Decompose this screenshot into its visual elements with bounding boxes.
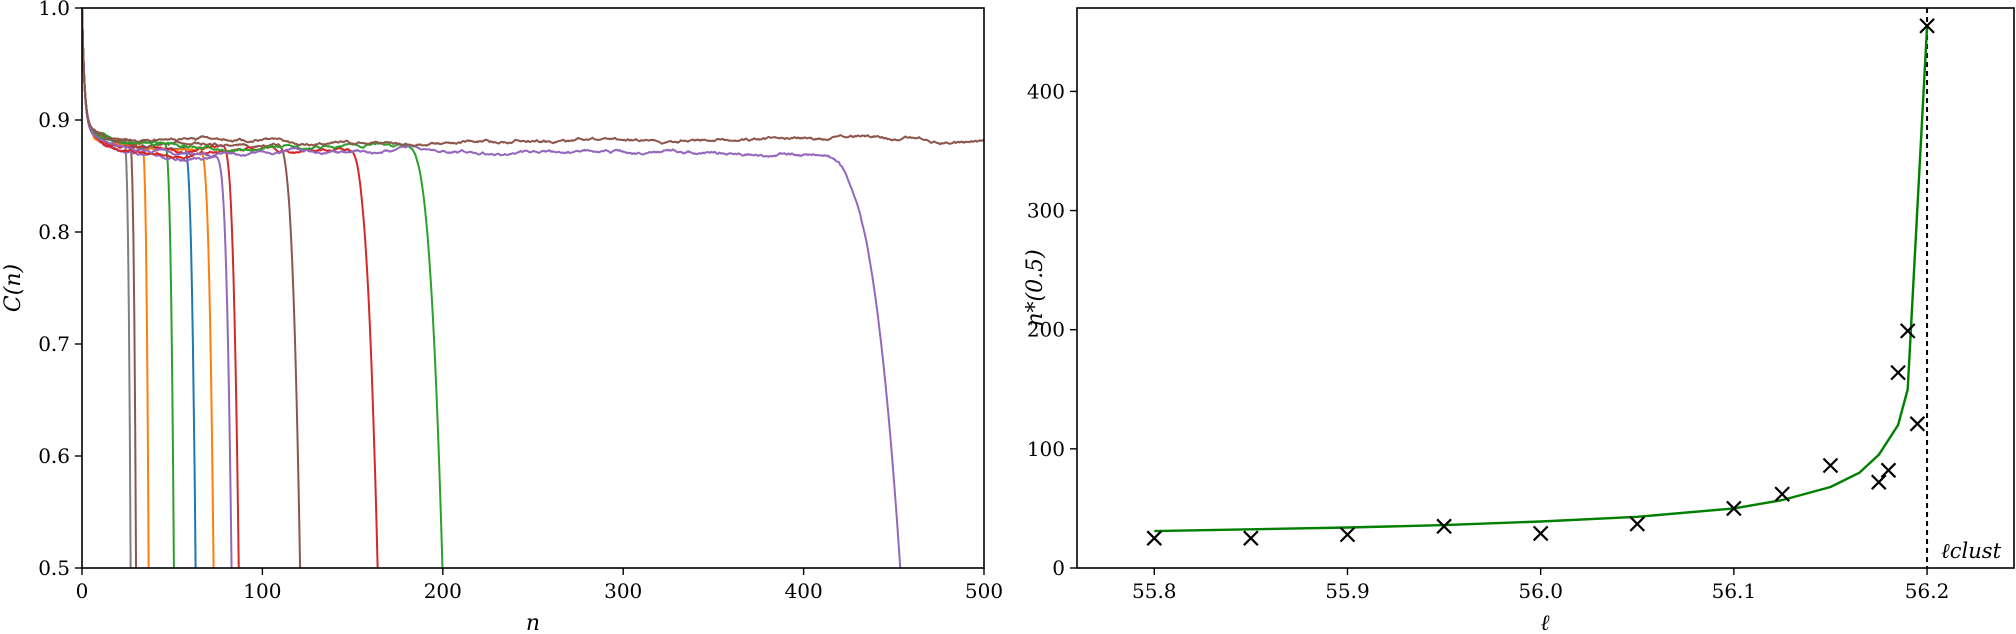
left-y-tick-label: 0.6 bbox=[38, 444, 70, 468]
series-line bbox=[82, 8, 132, 568]
series-line bbox=[82, 8, 240, 568]
scatter-point bbox=[1146, 530, 1163, 546]
right-x-ticks: 55.8 55.9 56.0 56.1 56.2 bbox=[1132, 568, 1949, 603]
left-y-tick-label: 0.7 bbox=[38, 332, 70, 356]
left-x-axis-label: n bbox=[526, 611, 540, 634]
series-line bbox=[82, 8, 444, 568]
right-x-tick-label: 56.1 bbox=[1712, 579, 1757, 603]
scatter-point bbox=[1629, 516, 1646, 532]
left-x-ticks: 0 100 200 300 400 500 bbox=[76, 568, 1003, 603]
left-y-axis-label: C(n) bbox=[1, 264, 26, 312]
scatter-point bbox=[1532, 525, 1549, 542]
left-x-tick-label: 200 bbox=[424, 579, 462, 603]
left-x-tick-label: 500 bbox=[965, 579, 1003, 603]
scatter-point bbox=[1774, 486, 1790, 502]
right-x-tick-label: 55.8 bbox=[1132, 579, 1177, 603]
left-y-tick-label: 0.5 bbox=[38, 556, 70, 580]
left-y-tick-label: 1.0 bbox=[38, 0, 70, 20]
scatter-point bbox=[1726, 500, 1742, 517]
scatter-point bbox=[1870, 474, 1887, 490]
left-x-tick-label: 0 bbox=[76, 579, 89, 603]
right-y-ticks: 0 100 200 300 400 bbox=[1027, 79, 1077, 580]
right-x-tick-label: 56.2 bbox=[1905, 579, 1950, 603]
series-line bbox=[82, 8, 302, 568]
left-x-tick-label: 100 bbox=[243, 579, 281, 603]
left-series-group bbox=[82, 8, 984, 568]
scatter-point bbox=[1899, 323, 1916, 339]
left-y-tick-label: 0.9 bbox=[38, 108, 70, 132]
series-line bbox=[82, 8, 150, 568]
scatter-point bbox=[1243, 530, 1259, 546]
scatter-point bbox=[1909, 416, 1926, 432]
fit-curve-group bbox=[1154, 25, 1929, 533]
right-x-tick-label: 55.9 bbox=[1325, 579, 1370, 603]
series-line bbox=[82, 8, 197, 568]
series-line bbox=[82, 8, 984, 148]
scatter-point bbox=[1919, 18, 1935, 34]
right-y-tick-label: 300 bbox=[1027, 199, 1065, 223]
right-chart-panel: 55.8 55.9 56.0 56.1 56.2 0 100 200 300 400 ℓclus… bbox=[1023, 7, 2015, 634]
scatter-point bbox=[1339, 526, 1356, 543]
right-plot-frame bbox=[1076, 7, 2015, 569]
scatter-point bbox=[1880, 462, 1897, 479]
scatter-point bbox=[1822, 457, 1839, 474]
scatter-point bbox=[1890, 364, 1906, 381]
series-line bbox=[82, 8, 902, 568]
right-x-tick-label: 56.0 bbox=[1518, 579, 1563, 603]
scatter-points-group bbox=[1146, 18, 1935, 546]
left-x-tick-label: 300 bbox=[604, 579, 642, 603]
right-y-tick-label: 100 bbox=[1027, 437, 1065, 461]
left-x-tick-label: 400 bbox=[785, 579, 823, 603]
cluster-threshold-label: ℓclust bbox=[1941, 539, 2002, 563]
left-plot-frame bbox=[81, 7, 985, 569]
left-y-ticks: 0.5 0.6 0.7 0.8 0.9 1.0 bbox=[38, 0, 82, 580]
left-chart-panel: 0 100 200 300 400 500 0.5 0.6 0.7 0.8 0.9 1.0 n C(… bbox=[1, 0, 1003, 634]
scatter-point bbox=[1436, 518, 1452, 535]
left-y-tick-label: 0.8 bbox=[38, 220, 70, 244]
right-y-tick-label: 200 bbox=[1027, 318, 1065, 342]
right-y-tick-label: 400 bbox=[1027, 79, 1065, 103]
fit-line bbox=[1154, 25, 1929, 533]
right-y-axis-label: n*(0.5) bbox=[1023, 249, 1048, 326]
right-y-tick-label: 0 bbox=[1052, 556, 1065, 580]
right-x-axis-label: ℓ bbox=[1540, 611, 1550, 634]
